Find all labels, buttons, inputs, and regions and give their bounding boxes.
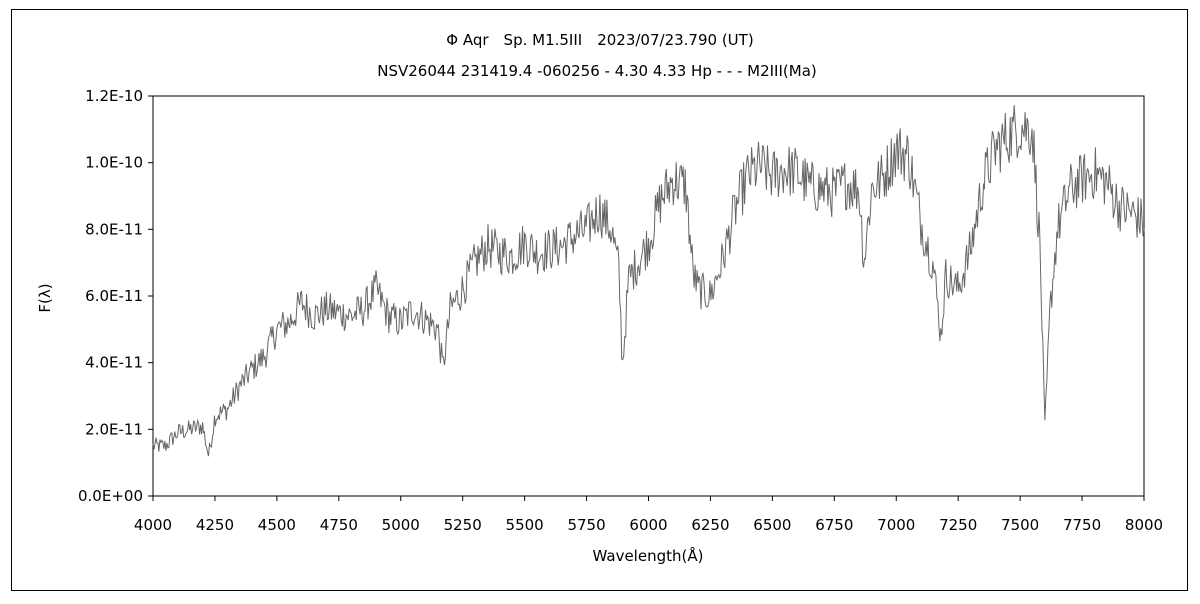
x-tick-label: 5750 — [567, 516, 605, 534]
y-axis-label: F(λ) — [36, 283, 54, 312]
y-tick-label: 8.0E-11 — [85, 220, 143, 238]
x-tick-label: 5250 — [444, 516, 482, 534]
y-tick-label: 4.0E-11 — [85, 354, 143, 372]
x-tick-label: 4250 — [196, 516, 234, 534]
x-tick-label: 7000 — [877, 516, 915, 534]
x-tick-label: 7500 — [1001, 516, 1039, 534]
outer-border — [11, 9, 1188, 591]
y-tick-label: 6.0E-11 — [85, 287, 143, 305]
x-tick-label: 6750 — [815, 516, 853, 534]
x-tick-label: 4000 — [134, 516, 172, 534]
chart-title: Φ Aqr Sp. M1.5III 2023/07/23.790 (UT) — [446, 31, 753, 49]
x-tick-label: 6000 — [629, 516, 667, 534]
x-tick-label: 7750 — [1063, 516, 1101, 534]
spectrum-line — [152, 105, 1145, 457]
x-axis: 4000 4250 4500 4750 5000 5250 5500 5750 6000 6250… — [134, 496, 1163, 534]
x-axis-label: Wavelength(Å) — [593, 546, 704, 565]
x-tick-label: 4750 — [320, 516, 358, 534]
y-tick-label: 2.0E-11 — [85, 420, 143, 438]
y-tick-label: 1.0E-10 — [85, 154, 143, 172]
y-tick-label: 0.0E+00 — [78, 487, 143, 505]
y-axis: 0.0E+00 2.0E-11 4.0E-11 6.0E-11 8.0E-11 1.0E-… — [78, 87, 153, 505]
x-tick-label: 7250 — [939, 516, 977, 534]
x-tick-label: 6250 — [691, 516, 729, 534]
x-tick-label: 6500 — [753, 516, 791, 534]
x-tick-label: 5500 — [506, 516, 544, 534]
chart-subtitle: NSV26044 231419.4 -060256 - 4.30 4.33 Hp… — [377, 62, 817, 80]
series-layer — [152, 105, 1145, 457]
y-tick-label: 1.2E-10 — [85, 87, 143, 105]
x-tick-label: 5000 — [382, 516, 420, 534]
x-tick-label: 8000 — [1125, 516, 1163, 534]
x-tick-label: 4500 — [258, 516, 296, 534]
